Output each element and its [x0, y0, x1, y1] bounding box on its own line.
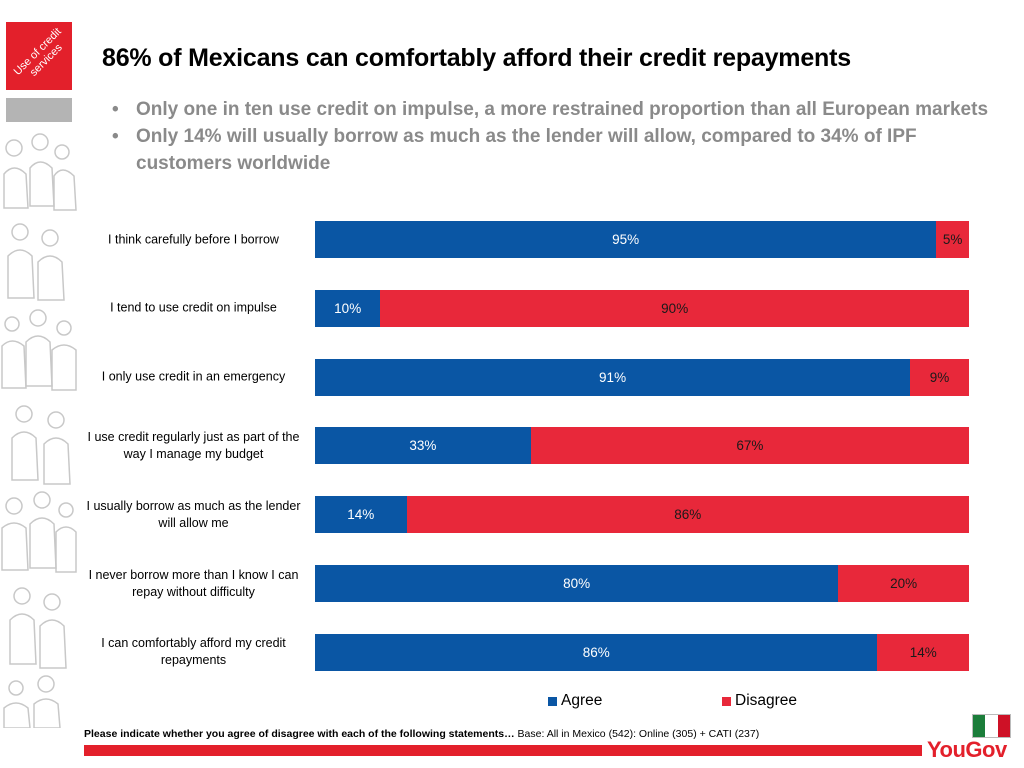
grey-bar — [6, 98, 72, 122]
legend-label-agree: Agree — [561, 692, 603, 709]
chart-legend: Agree Disagree — [0, 692, 1024, 712]
bar-segment-agree: 86% — [315, 633, 878, 671]
bar-segment-disagree: 5% — [936, 221, 969, 258]
flag-stripe-red — [997, 715, 1010, 737]
category-label: I can comfortably afford my credit repay… — [101, 636, 286, 668]
flag-stripe-white — [985, 715, 998, 737]
section-tag: Use of credit services — [6, 22, 72, 90]
category-label: I only use credit in an emergency — [101, 369, 286, 384]
category-label: I never borrow more than I know I can re… — [88, 567, 299, 599]
bar-segment-disagree: 9% — [910, 358, 969, 396]
bullet-item: Only 14% will usually borrow as much as … — [112, 123, 1012, 177]
footnote-base: Base: All in Mexico (542): Online (305) … — [514, 728, 760, 740]
bar-segment-disagree: 20% — [838, 565, 969, 602]
legend-item-disagree: Disagree — [722, 692, 797, 710]
bar-row: 86% 14% — [315, 633, 969, 671]
bar-segment-agree: 33% — [315, 427, 531, 465]
legend-swatch-disagree — [722, 696, 731, 706]
bar-segment-agree: 91% — [315, 358, 911, 396]
bar-segment-disagree: 86% — [406, 496, 969, 534]
bar-row: 80% 20% — [315, 565, 969, 602]
bar-segment-disagree: 14% — [877, 633, 969, 671]
bar-segment-agree: 14% — [315, 496, 407, 534]
category-label: I usually borrow as much as the lender w… — [86, 498, 301, 530]
crowd-illustration — [1, 133, 77, 728]
mexico-flag-icon — [972, 714, 1011, 738]
bar-row: 33% 67% — [315, 427, 969, 465]
legend-item-agree: Agree — [548, 692, 602, 710]
bar-segment-agree: 95% — [315, 221, 937, 258]
category-label: I think carefully before I borrow — [108, 232, 279, 246]
bullet-item: Only one in ten use credit on impulse, a… — [112, 96, 1012, 123]
footnote-question: Please indicate whether you agree of dis… — [84, 728, 515, 740]
bar-row: 10% 90% — [315, 289, 969, 327]
legend-swatch-agree — [548, 696, 557, 706]
bar-row: 95% 5% — [315, 221, 969, 258]
legend-label-disagree: Disagree — [735, 692, 798, 709]
yougov-logo: YouGov — [927, 737, 1007, 762]
flag-stripe-green — [973, 715, 986, 737]
bar-segment-disagree: 67% — [530, 427, 969, 465]
section-tag-label: Use of credit services — [11, 25, 65, 79]
category-label: I use credit regularly just as part of t… — [87, 429, 300, 461]
bullet-list: Only one in ten use credit on impulse, a… — [112, 96, 1012, 177]
bar-row: 91% 9% — [315, 358, 969, 396]
bar-segment-agree: 10% — [315, 289, 381, 327]
bar-segment-agree: 80% — [315, 565, 839, 602]
bar-row: 14% 86% — [315, 496, 969, 534]
footnote: Please indicate whether you agree of dis… — [84, 728, 759, 740]
bar-segment-disagree: 90% — [380, 289, 969, 327]
category-label: I tend to use credit on impulse — [110, 300, 277, 315]
bottom-rule — [84, 745, 922, 756]
slide-title: 86% of Mexicans can comfortably afford t… — [102, 44, 851, 72]
